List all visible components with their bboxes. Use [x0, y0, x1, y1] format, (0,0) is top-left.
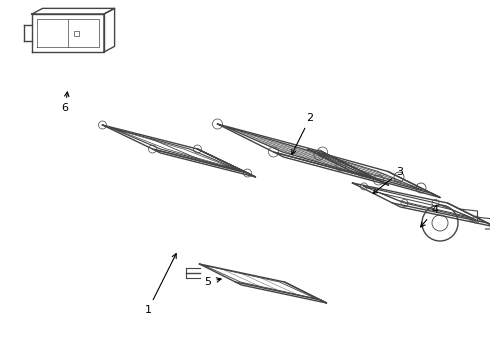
Text: 6: 6 [62, 92, 69, 113]
Text: 3: 3 [373, 167, 403, 193]
Bar [74, 31, 78, 36]
Text: 2: 2 [292, 113, 314, 154]
Text: 1: 1 [145, 253, 176, 315]
Text: 4: 4 [420, 205, 439, 227]
Text: 5: 5 [204, 277, 221, 287]
